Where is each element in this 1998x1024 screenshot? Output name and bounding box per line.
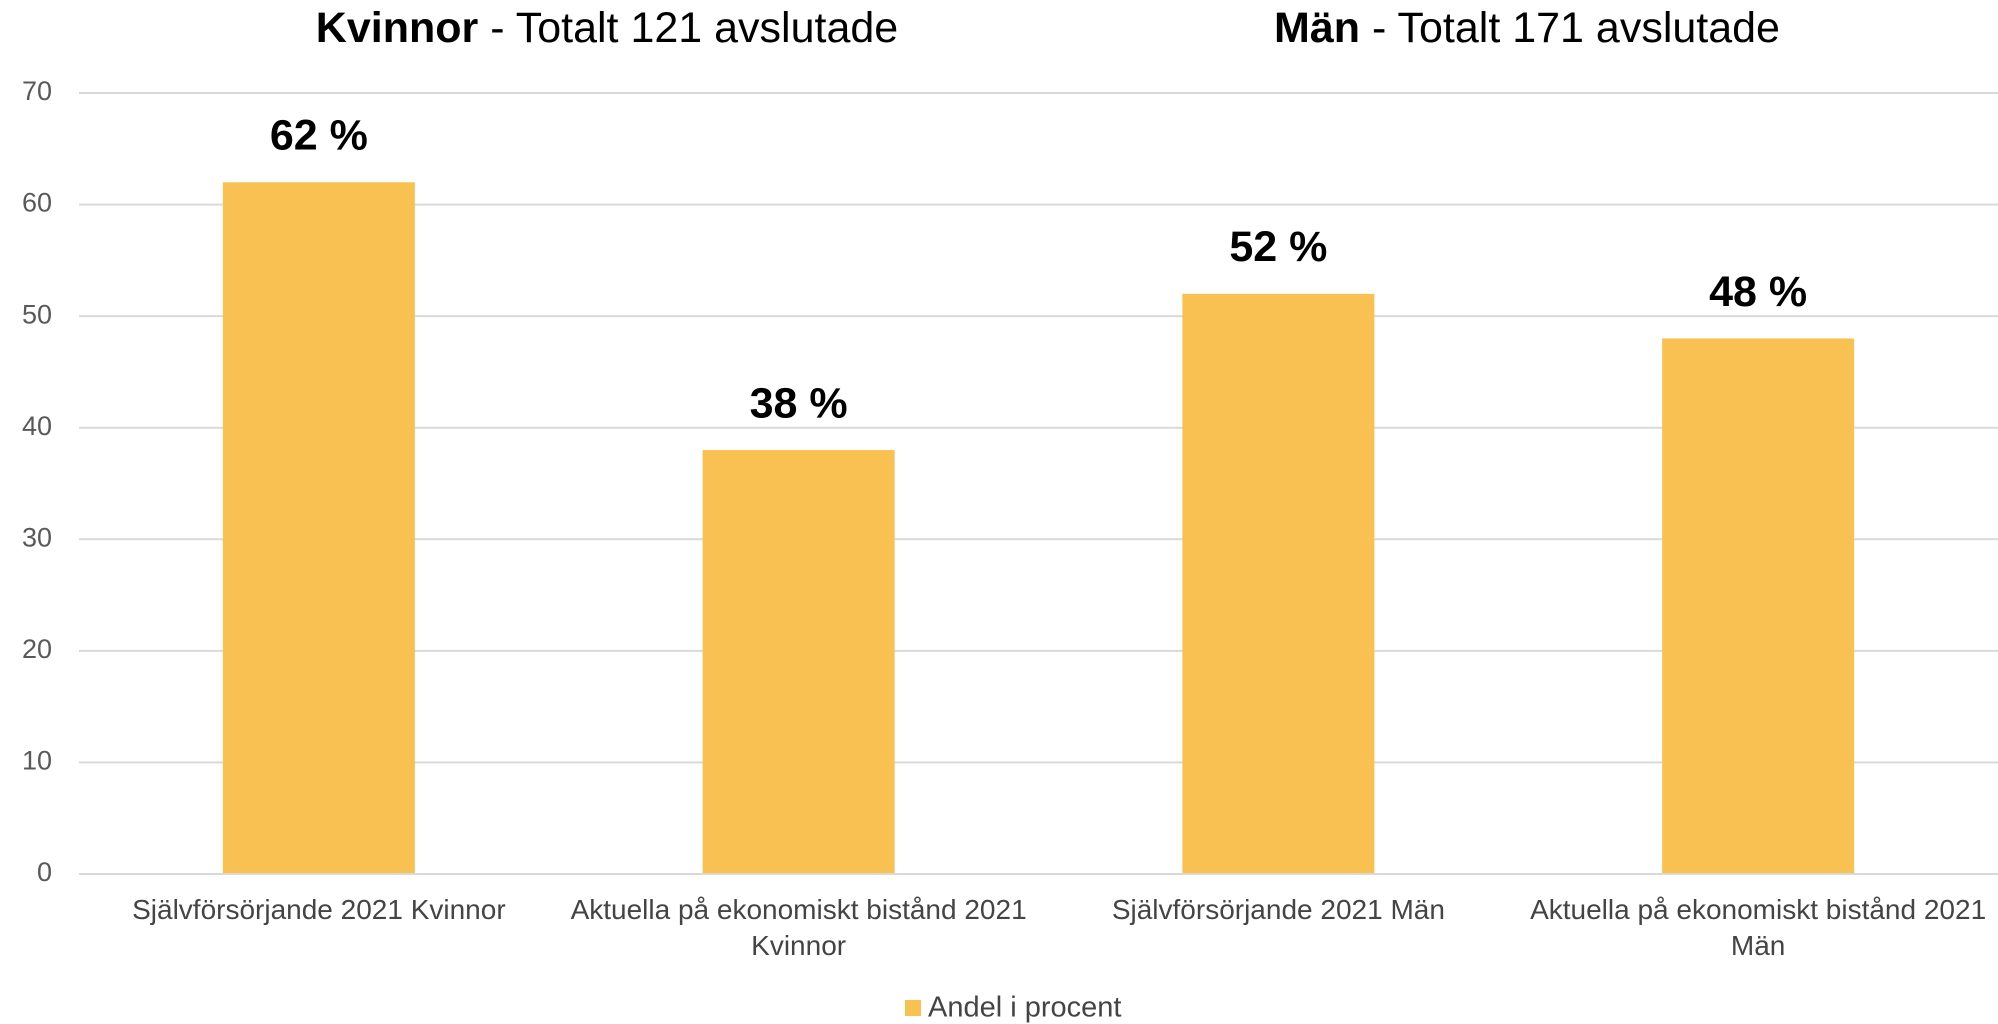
- y-tick-label: 50: [22, 299, 52, 329]
- bar: [222, 182, 415, 874]
- title-text: - Totalt 171 avslutade: [1372, 4, 1780, 52]
- y-tick-label: 20: [22, 634, 52, 664]
- chart-title: Kvinnor - Totalt 121 avslutade: [316, 4, 898, 52]
- x-tick-label: Självförsörjande 2021 Män: [1111, 894, 1445, 925]
- y-tick-label: 70: [22, 76, 52, 106]
- y-tick-label: 10: [22, 746, 52, 776]
- data-label: 38 %: [750, 379, 848, 427]
- x-tick-label: Självförsörjande 2021 Kvinnor: [132, 894, 506, 925]
- legend-label: Andel i procent: [928, 992, 1121, 1024]
- x-tick-label: Aktuella på ekonomiskt bistånd 2021 Kvin…: [570, 894, 1027, 961]
- chart-title: Män - Totalt 171 avslutade: [1274, 4, 1780, 52]
- legend-swatch: [905, 1000, 921, 1016]
- y-tick-label: 30: [22, 522, 52, 552]
- bar: [1662, 338, 1855, 874]
- y-tick-label: 60: [22, 188, 52, 218]
- title-bold: Kvinnor: [316, 4, 479, 52]
- bar: [702, 450, 895, 874]
- bar: [1182, 293, 1375, 874]
- data-label: 62 %: [270, 112, 368, 160]
- y-tick-label: 40: [22, 411, 52, 441]
- title-bold: Män: [1274, 4, 1360, 52]
- data-label: 48 %: [1709, 268, 1807, 316]
- data-label: 52 %: [1229, 223, 1327, 271]
- y-tick-label: 0: [37, 857, 52, 887]
- title-text: - Totalt 121 avslutade: [490, 4, 898, 52]
- x-tick-label: Aktuella på ekonomiskt bistånd 2021 Män: [1530, 894, 1987, 961]
